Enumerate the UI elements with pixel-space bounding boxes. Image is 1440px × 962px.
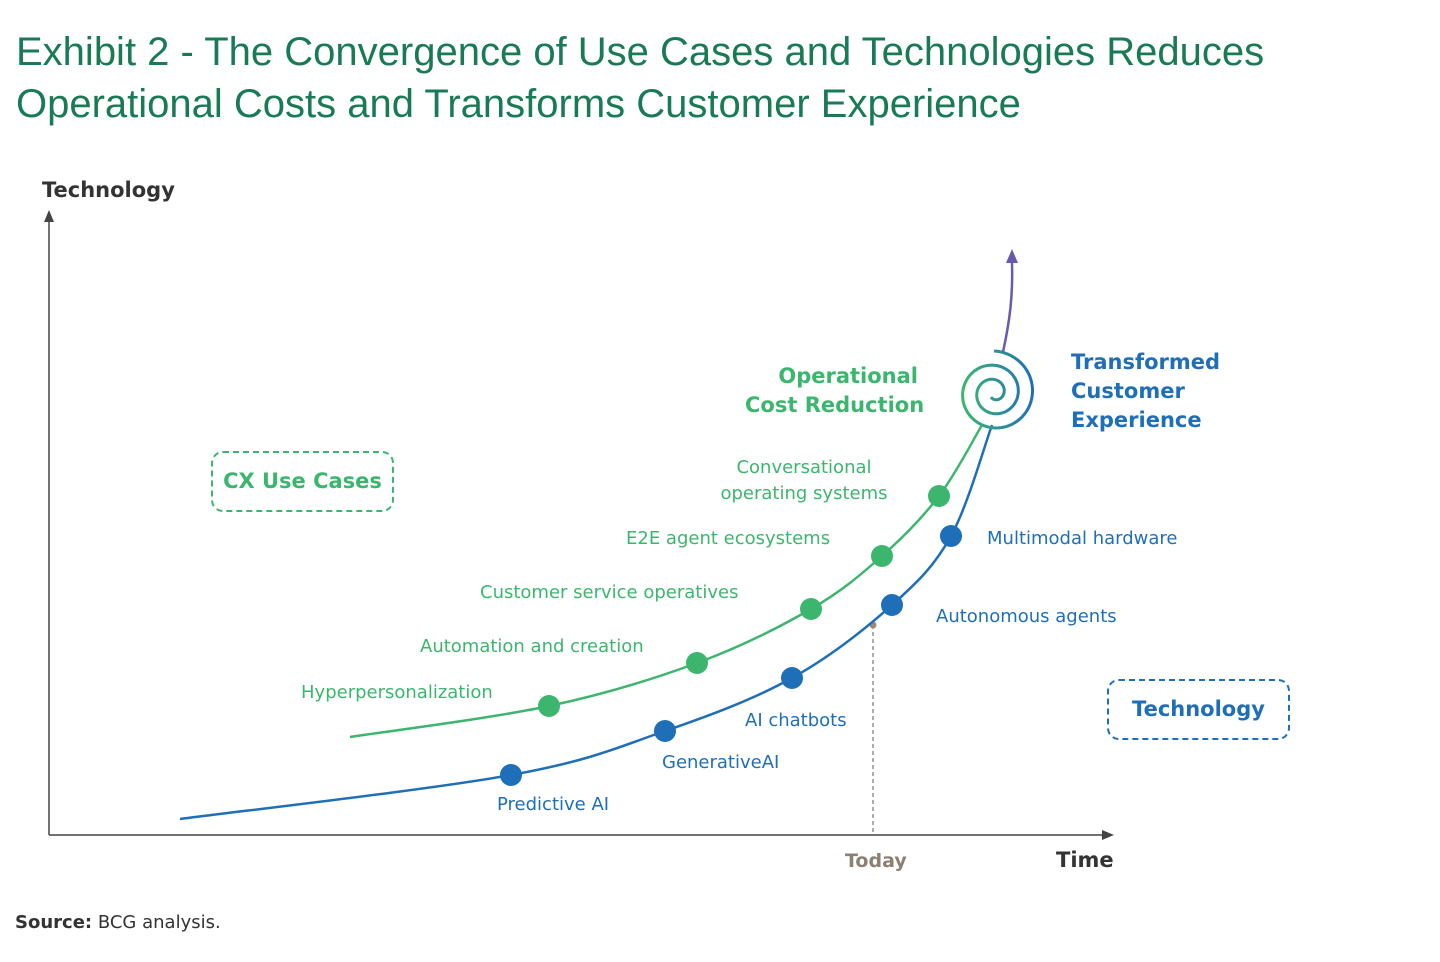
transformed-line-2: Customer <box>1071 379 1185 403</box>
y-axis-label: Technology <box>42 178 175 202</box>
page-title: Exhibit 2 - The Convergence of Use Cases… <box>16 26 1264 130</box>
growth-arrow-head-icon <box>1006 249 1018 263</box>
technology-label: Multimodal hardware <box>987 528 1178 549</box>
use-case-label: Automation and creation <box>420 636 644 657</box>
use-case-dot <box>538 695 560 717</box>
today-label: Today <box>845 850 907 872</box>
use-case-label: Hyperpersonalization <box>301 682 493 703</box>
technology-label: GenerativeAI <box>662 752 780 773</box>
use-case-dot <box>686 652 708 674</box>
use-case-dot <box>800 598 822 620</box>
technology-dot <box>940 525 962 547</box>
technology-box-label: Technology <box>1132 697 1265 721</box>
y-axis-arrow-icon <box>44 210 54 222</box>
technology-dot <box>654 720 676 742</box>
source-label: Source: <box>15 912 93 933</box>
technology-dot <box>781 667 803 689</box>
use-case-dot <box>928 485 950 507</box>
convergence-spiral <box>961 349 1034 430</box>
title-line-1: Exhibit 2 - The Convergence of Use Cases… <box>16 30 1265 74</box>
use-case-dot <box>871 545 893 567</box>
technology-label: AI chatbots <box>745 710 847 731</box>
cx-use-cases-box: CX Use Cases <box>211 451 394 512</box>
use-case-label: Conversational operating systems <box>718 455 890 507</box>
title-line-2: Operational Costs and Transforms Custome… <box>16 82 1021 126</box>
transformed-cx-label: Transformed Customer Experience <box>1071 348 1220 435</box>
x-axis-arrow-icon <box>1102 830 1114 840</box>
technology-dot <box>881 594 903 616</box>
technology-box: Technology <box>1107 679 1290 740</box>
use-case-label: E2E agent ecosystems <box>626 528 831 549</box>
transformed-line-1: Transformed <box>1071 350 1221 374</box>
source-text: BCG analysis. <box>92 912 221 933</box>
growth-arrow <box>1001 261 1014 353</box>
technology-dot <box>500 764 522 786</box>
source-note: Source: BCG analysis. <box>15 912 221 933</box>
technology-label: Predictive AI <box>497 794 610 815</box>
operational-line-2: Cost Reduction <box>745 393 925 417</box>
use-case-label-line-1: Conversational <box>736 457 872 478</box>
x-axis-label: Time <box>1056 848 1114 872</box>
technology-label: Autonomous agents <box>936 606 1117 627</box>
use-case-label-line-2: operating systems <box>720 483 888 504</box>
use-case-label: Customer service operatives <box>480 582 739 603</box>
operational-line-1: Operational <box>778 364 918 388</box>
operational-cost-label: Operational Cost Reduction <box>745 362 925 420</box>
cx-use-cases-label: CX Use Cases <box>223 469 382 493</box>
transformed-line-3: Experience <box>1071 408 1202 432</box>
